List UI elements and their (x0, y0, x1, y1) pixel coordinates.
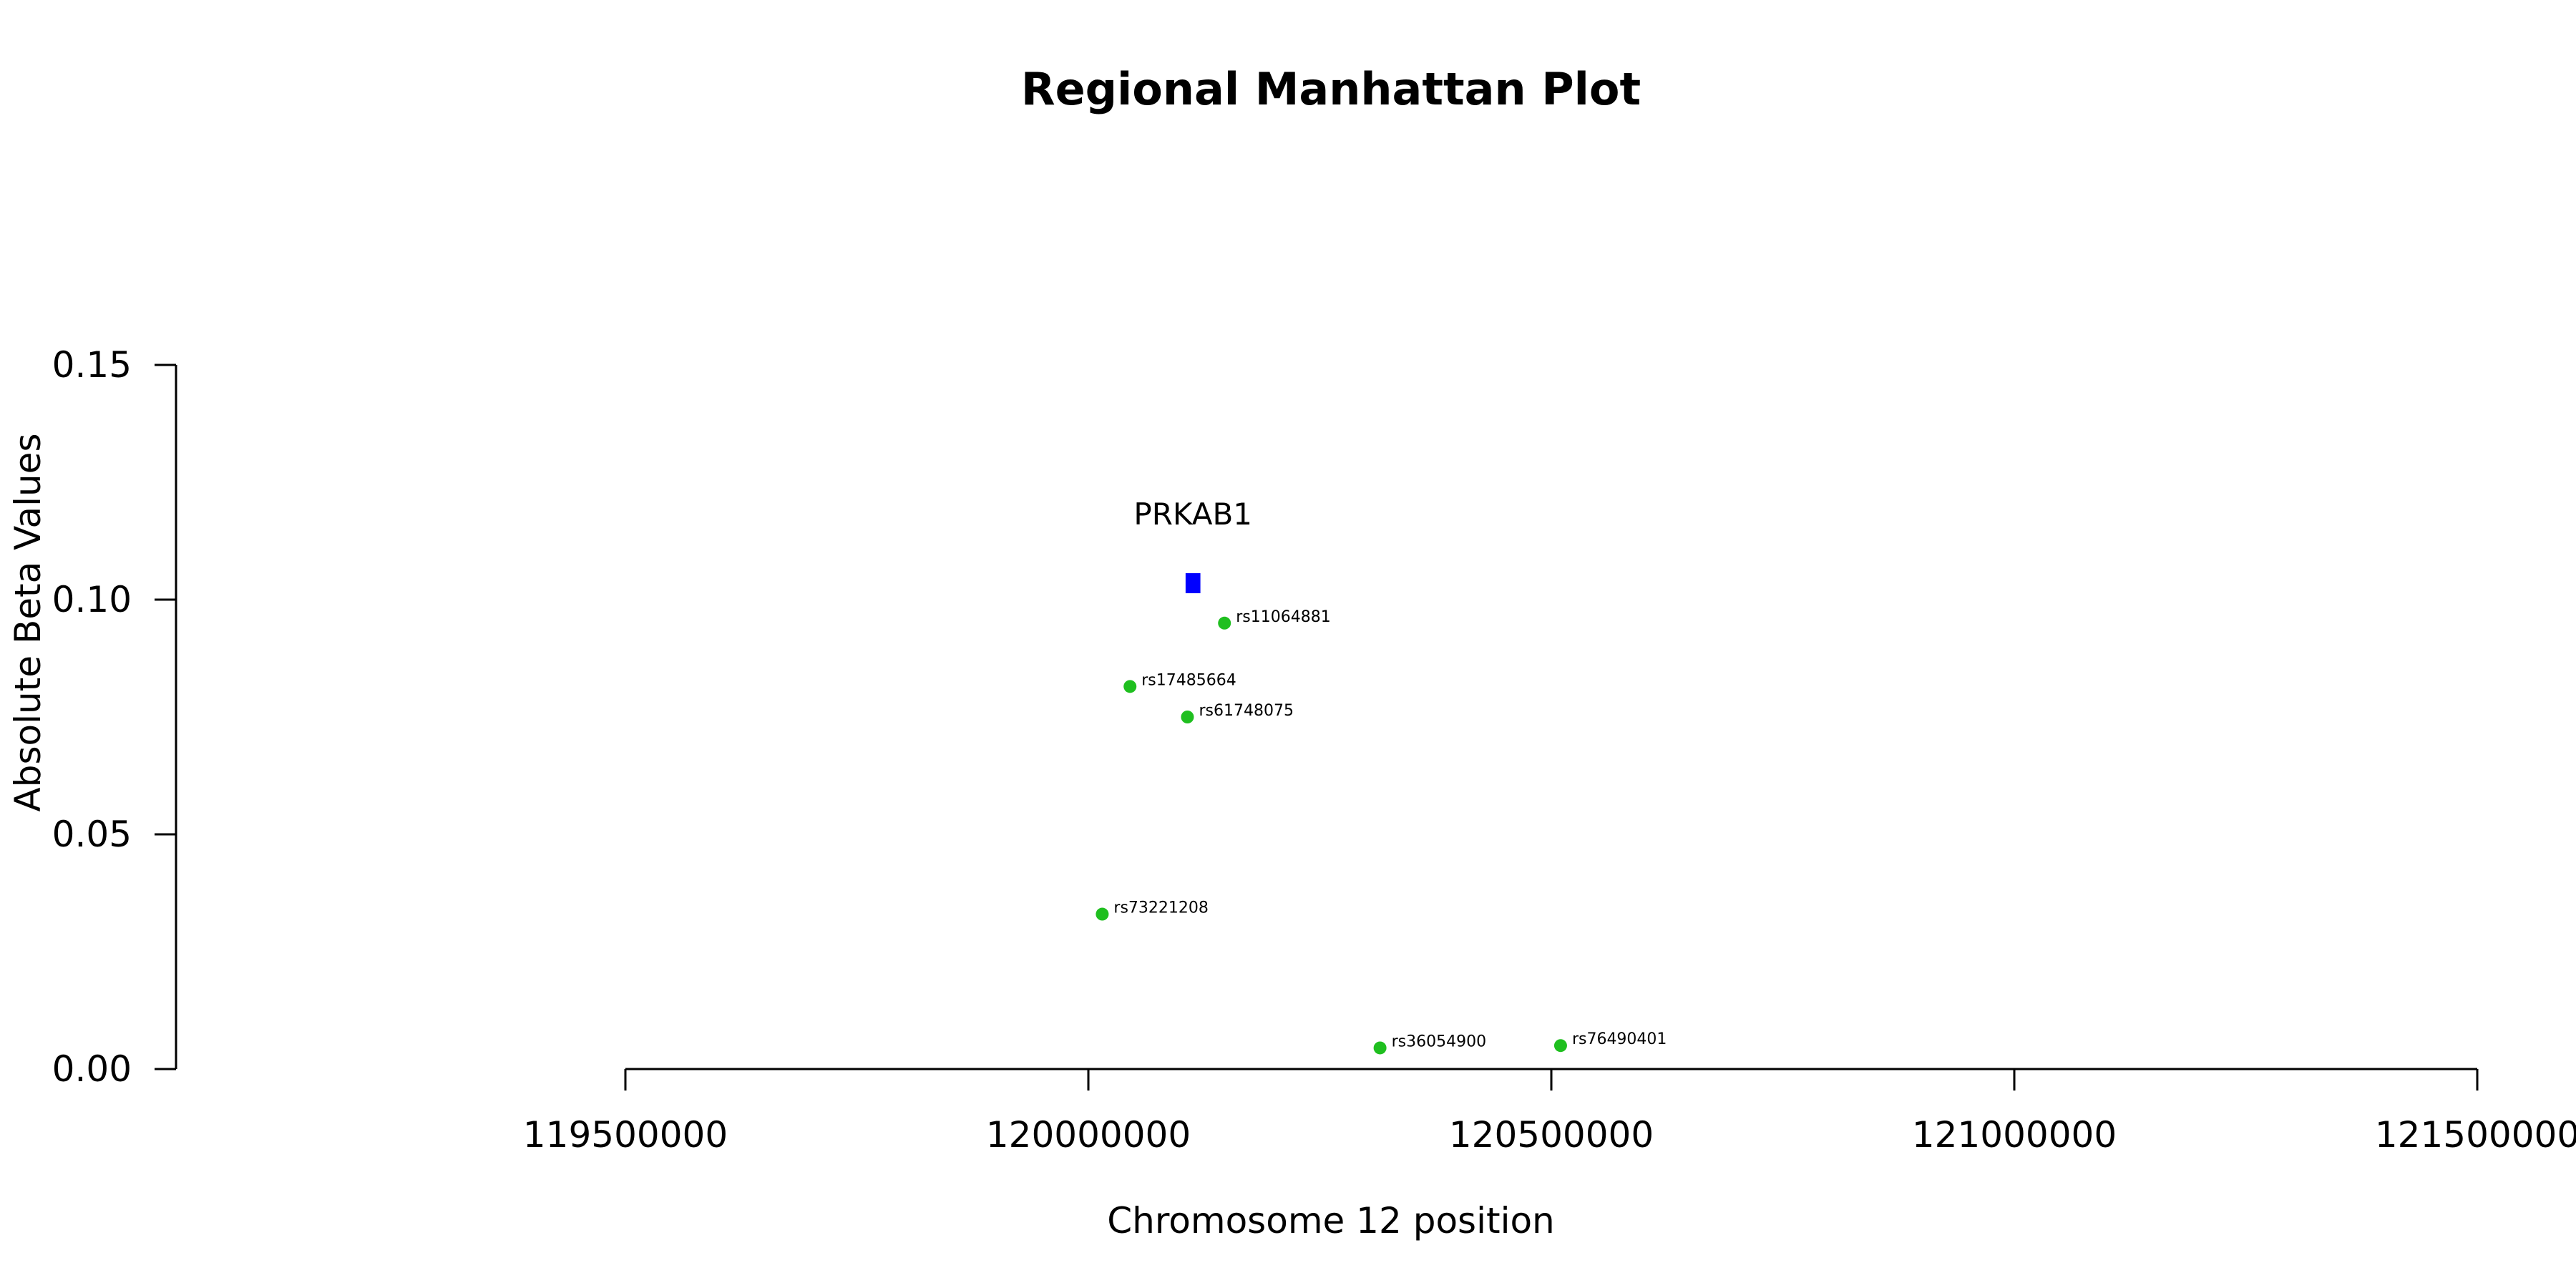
snp-point (1218, 616, 1231, 630)
y-axis-label: Absolute Beta Values (7, 434, 49, 812)
x-tick-label: 120000000 (986, 1114, 1191, 1156)
y-tick-label: 0.05 (52, 814, 132, 855)
snp-point (1181, 711, 1194, 723)
snp-label: rs76490401 (1572, 1030, 1667, 1048)
snp-label: rs36054900 (1392, 1033, 1486, 1050)
snp-label: rs17485664 (1141, 671, 1236, 689)
x-axis-label: Chromosome 12 position (1107, 1200, 1555, 1241)
x-tick-label: 119500000 (523, 1114, 728, 1156)
snp-point (1553, 1039, 1567, 1053)
snp-point (1373, 1041, 1387, 1055)
gene-layer: PRKAB1 (1133, 497, 1252, 594)
x-tick-label: 120500000 (1449, 1114, 1654, 1156)
y-tick-label: 0.10 (52, 579, 132, 620)
y-tick-label: 0.00 (52, 1048, 132, 1090)
y-tick-label: 0.15 (52, 344, 132, 386)
y-axis: 0.00 0.05 0.10 0.15 (52, 344, 177, 1090)
snp-label: rs73221208 (1113, 899, 1208, 917)
snp-label: rs11064881 (1236, 608, 1330, 626)
gene-block-prkab1 (1185, 573, 1201, 594)
chart-title: Regional Manhattan Plot (1021, 63, 1641, 115)
gene-label: PRKAB1 (1133, 497, 1252, 532)
x-axis: 119500000 120000000 120500000 121000000 1215… (523, 1068, 2576, 1156)
points-layer: rs11064881 rs17485664 rs61748075 rs73221208… (1096, 608, 1667, 1055)
x-tick-label: 121000000 (1912, 1114, 2117, 1156)
x-tick-label: 121500000 (2375, 1114, 2576, 1156)
snp-point (1096, 907, 1109, 921)
snp-label: rs61748075 (1199, 702, 1293, 720)
snp-point (1123, 680, 1137, 693)
